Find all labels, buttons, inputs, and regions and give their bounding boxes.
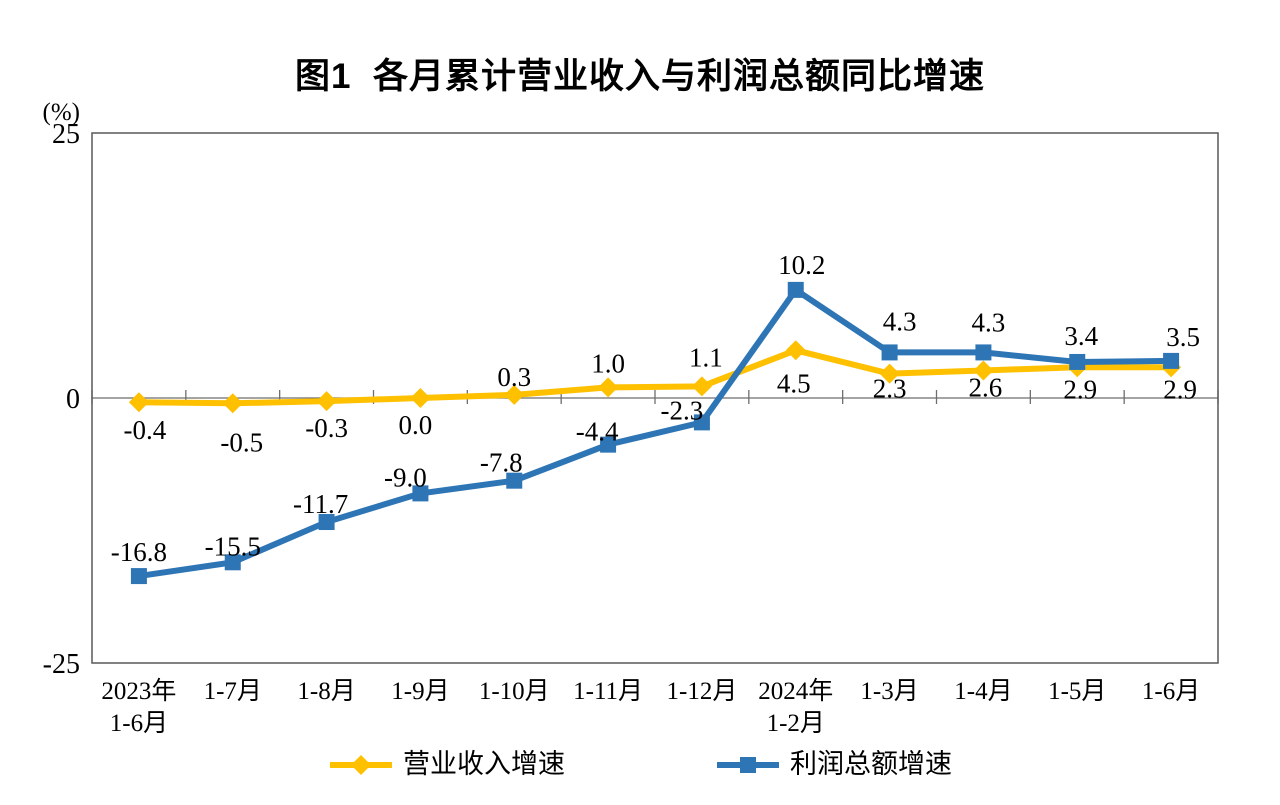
profit-marker (1069, 353, 1086, 370)
y-tick-label: 25 (52, 119, 80, 150)
profit-data-label: 10.2 (778, 250, 825, 280)
y-tick-label: -25 (43, 649, 80, 680)
profit-data-label: 4.3 (972, 307, 1006, 337)
revenue-data-label: -0.3 (305, 413, 348, 443)
legend-item-revenue: 营业收入增速 (328, 751, 565, 778)
revenue-marker (598, 377, 619, 398)
chart-legend: 营业收入增速 利润总额增速 (0, 751, 1280, 778)
revenue-data-label: 2.6 (969, 372, 1003, 402)
x-axis-label: 1-7月 (204, 678, 262, 705)
revenue-marker (316, 391, 337, 412)
x-axis-label: 1-6月 (1142, 678, 1200, 705)
revenue-marker (222, 393, 243, 414)
profit-data-label: 3.5 (1166, 322, 1200, 352)
x-axis-label: 1-2月 (767, 710, 825, 737)
revenue-marker (504, 384, 525, 405)
x-axis-label: 1-11月 (573, 678, 643, 705)
legend-item-profit: 利润总额增速 (715, 751, 952, 778)
revenue-data-label: 4.5 (777, 368, 811, 398)
x-axis-label: 1-6月 (110, 710, 168, 737)
profit-marker (787, 281, 804, 298)
revenue-marker (128, 392, 149, 413)
profit-marker (130, 568, 147, 585)
revenue-marker (691, 376, 712, 397)
profit-marker (1163, 352, 1180, 369)
profit-line-square-marker-icon (717, 756, 779, 773)
profit-data-label: -9.0 (384, 462, 427, 492)
profit-data-label: -11.7 (293, 489, 348, 519)
revenue-data-label: -0.4 (124, 415, 167, 445)
profit-data-label: 4.3 (883, 306, 917, 336)
revenue-data-label: 2.9 (1063, 374, 1097, 404)
chart-title: 图1 各月累计营业收入与利润总额同比增速 (295, 57, 985, 96)
y-tick-label: 0 (66, 384, 80, 415)
revenue-data-label: 2.9 (1163, 374, 1197, 404)
profit-data-label: -4.4 (576, 417, 619, 447)
revenue-data-label: 0.0 (399, 410, 433, 440)
x-axis-label: 2024年 (758, 677, 833, 705)
revenue-data-label: 2.3 (873, 374, 907, 404)
profit-line (138, 285, 1172, 580)
revenue-data-label: 1.1 (689, 342, 723, 372)
profit-marker (318, 514, 335, 531)
revenue-marker (410, 388, 431, 408)
x-axis-label: 1-12月 (667, 678, 738, 705)
profit-data-label: -15.5 (205, 531, 261, 561)
profit-marker (224, 554, 241, 571)
x-axis-label: 1-4月 (954, 678, 1012, 705)
revenue-marker (879, 363, 900, 384)
profit-marker (693, 414, 710, 431)
x-axis-label: 1-3月 (860, 678, 918, 705)
profit-data-label: -2.3 (661, 395, 704, 425)
revenue-data-label: -0.5 (220, 427, 263, 457)
legend-label-revenue: 营业收入增速 (403, 749, 565, 779)
profit-marker (881, 344, 898, 361)
x-axis-label: 1-5月 (1048, 678, 1106, 705)
revenue-data-label: 0.3 (497, 362, 531, 392)
revenue-line (138, 347, 1172, 407)
profit-data-label: -7.8 (480, 448, 523, 478)
revenue-marker (973, 360, 994, 381)
y-axis-unit-label: (%) (43, 99, 80, 126)
profit-marker (975, 344, 992, 361)
x-axis-label: 1-9月 (391, 678, 449, 705)
profit-marker (506, 472, 523, 489)
x-axis-label: 2023年 (101, 677, 176, 705)
revenue-line-diamond-marker-icon (330, 754, 392, 775)
revenue-data-label: 1.0 (591, 348, 625, 378)
revenue-marker (785, 340, 806, 361)
x-axis-label: 1-8月 (297, 678, 355, 705)
profit-data-label: 3.4 (1064, 321, 1098, 351)
plot-frame (91, 132, 1219, 664)
profit-data-label: -16.8 (111, 537, 167, 567)
profit-marker (600, 436, 617, 453)
profit-marker (412, 485, 429, 502)
x-axis-label: 1-10月 (479, 678, 550, 705)
legend-label-profit: 利润总额增速 (790, 749, 952, 779)
